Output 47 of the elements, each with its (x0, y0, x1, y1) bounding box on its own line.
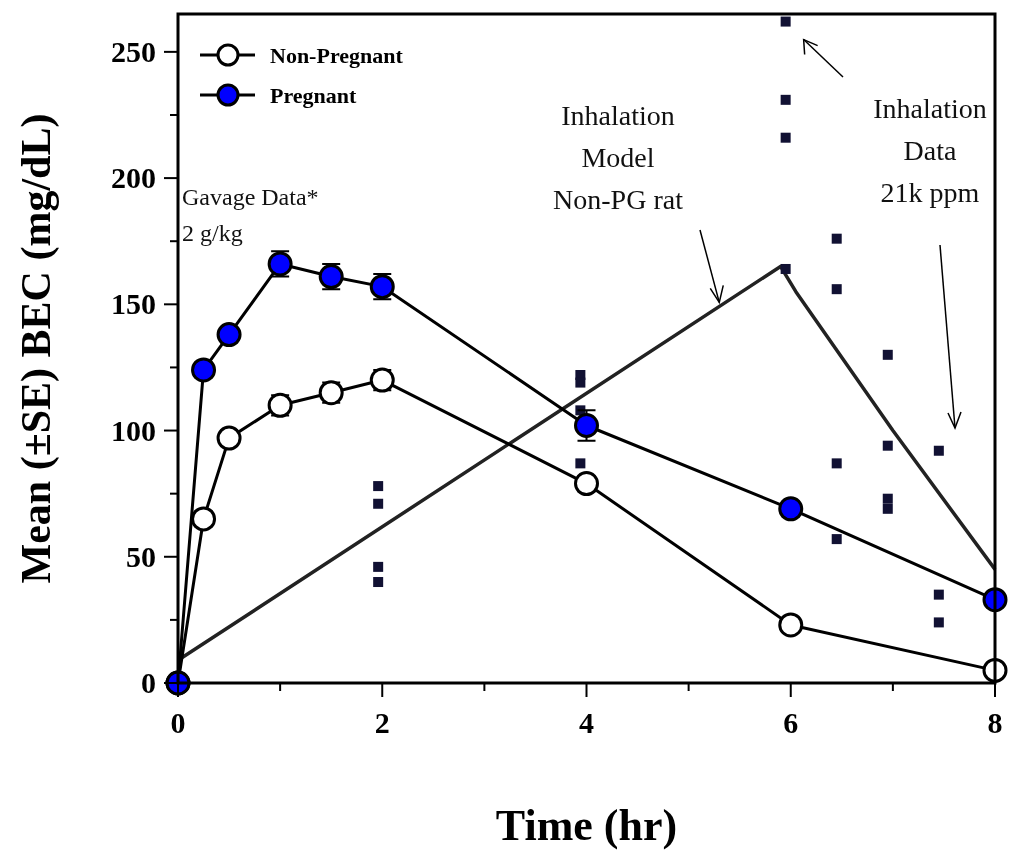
x-tick-label: 6 (783, 706, 799, 739)
point (933, 617, 944, 628)
point (778, 612, 804, 638)
y-tick-label: 150 (111, 287, 156, 321)
point (574, 471, 599, 497)
point (216, 322, 242, 348)
point (882, 493, 893, 504)
legend-label: Pregnant (270, 83, 358, 108)
point (831, 233, 842, 244)
y-axis-title: Mean (±SE) BEC (mg/dL) (13, 113, 60, 584)
y-tick-label: 200 (111, 161, 156, 195)
legend-label: Non-Pregnant (270, 43, 404, 68)
point (831, 284, 842, 295)
point (373, 481, 384, 492)
point (191, 357, 217, 383)
point (575, 377, 586, 388)
point (780, 16, 791, 27)
point (373, 498, 384, 509)
y-tick-label: 100 (111, 413, 156, 447)
point (778, 496, 804, 522)
point (882, 503, 893, 514)
x-tick-label: 0 (170, 706, 186, 739)
point (191, 506, 217, 532)
point (780, 94, 791, 105)
point (373, 577, 384, 588)
x-axis-title: Time (hr) (495, 801, 678, 850)
x-tick-label: 2 (374, 706, 390, 739)
annotation: Inhalation Model Non-PG rat (553, 100, 684, 215)
y-tick-label: 250 (111, 34, 156, 68)
point (933, 589, 944, 600)
annotation: Gavage Data* 2 g/kg (182, 184, 319, 246)
y-tick-label: 0 (141, 666, 156, 699)
x-tick-label: 4 (579, 706, 594, 739)
point (882, 349, 893, 360)
point (780, 263, 791, 274)
point (373, 561, 384, 572)
point (982, 587, 1008, 613)
point (882, 440, 893, 451)
y-tick-label: 50 (126, 539, 156, 573)
point (216, 425, 242, 451)
point (831, 458, 842, 469)
point (575, 458, 586, 469)
point (933, 445, 944, 456)
annotation: Inhalation Data 21k ppm (873, 93, 987, 208)
x-tick-label: 8 (987, 706, 1003, 739)
point (780, 132, 791, 143)
point (831, 534, 842, 545)
